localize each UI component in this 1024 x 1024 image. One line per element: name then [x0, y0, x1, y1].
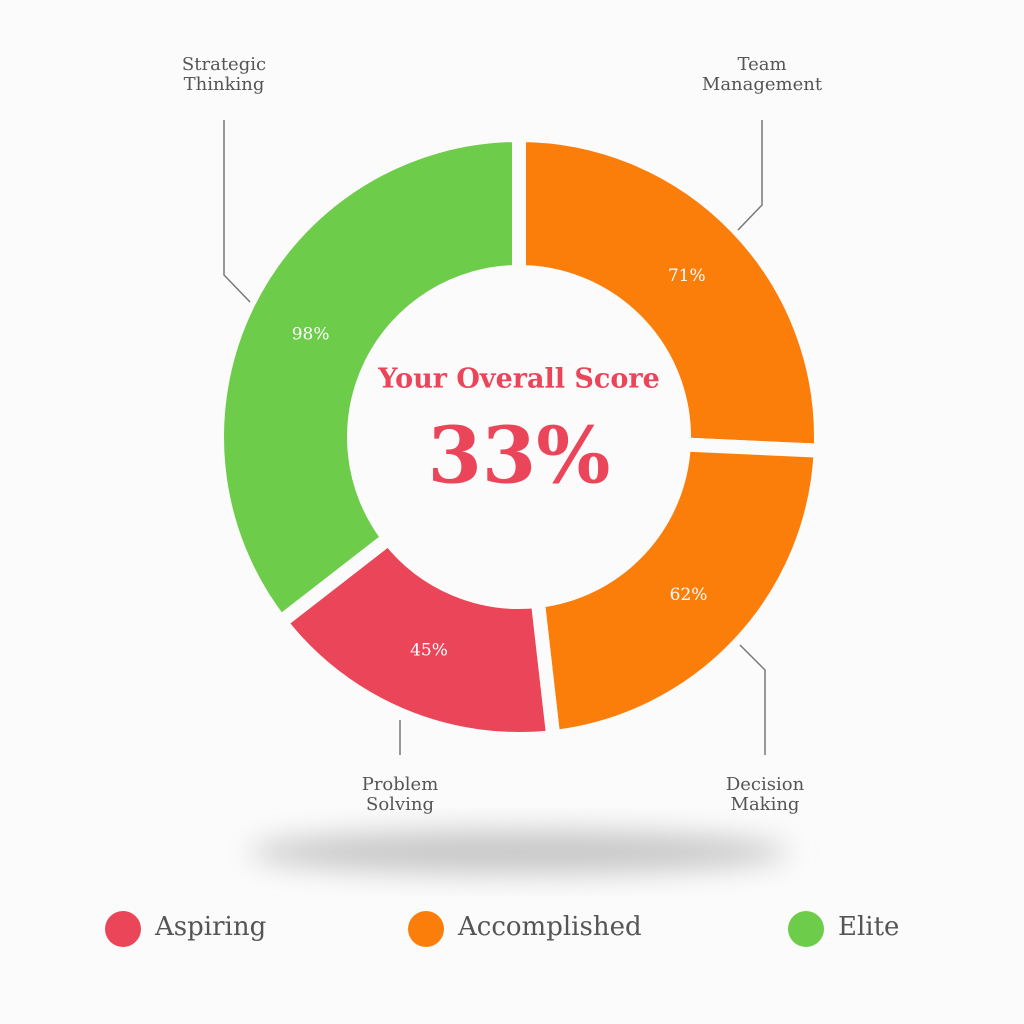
slice [530, 437, 828, 745]
slice [273, 531, 561, 746]
category-label: Problem Solving [361, 774, 439, 815]
legend-label: Accomplished [458, 912, 642, 942]
value-label: 62% [670, 585, 708, 605]
leader-line [737, 120, 763, 231]
legend-swatch [408, 911, 444, 947]
legend-swatch [105, 911, 141, 947]
legend-label: Aspiring [155, 912, 267, 942]
slice [210, 128, 526, 630]
value-label: 71% [668, 266, 706, 286]
legend-swatch [788, 911, 824, 947]
category-label: Team Management [701, 54, 823, 95]
value-label: 45% [410, 640, 448, 660]
leader-line [739, 644, 766, 755]
category-label: Strategic Thinking [181, 54, 267, 95]
slice [512, 128, 828, 458]
center-title: Your Overall Score [377, 364, 660, 395]
value-label: 98% [292, 324, 330, 344]
shadow [249, 830, 789, 874]
center-score: 33% [428, 411, 611, 502]
leader-line [223, 120, 251, 303]
legend-label: Elite [838, 912, 900, 942]
category-label: Decision Making [725, 774, 805, 815]
